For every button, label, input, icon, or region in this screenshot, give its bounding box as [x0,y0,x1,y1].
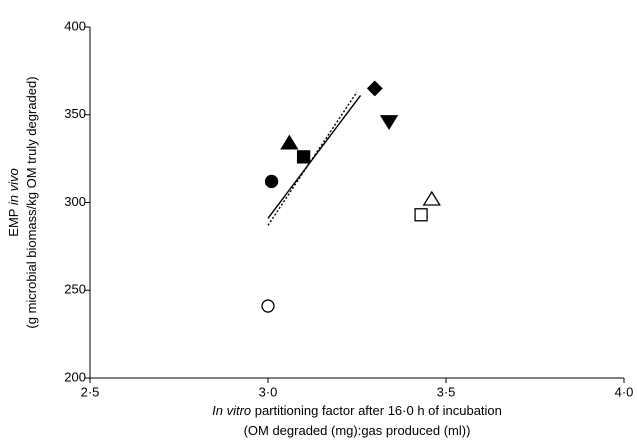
x-tick-label: 4·0 [615,384,634,399]
xlabel-segment: partitioning factor after 16·0 h of incu… [251,403,502,418]
ylabel-segment: EMP [6,205,21,237]
xlabel-line: In vitro partitioning factor after 16·0 … [212,403,502,418]
point-triangle-down [379,115,399,131]
fit-line [267,95,362,219]
x-tick-label: 2·5 [81,384,100,399]
xlabel-segment: (OM degraded (mg):gas produced (ml)) [244,423,471,438]
y-tick-label: 300 [64,194,86,209]
y-tick-label: 200 [64,369,86,384]
ylabel-line: EMP in vivo [6,168,21,236]
xlabel-segment: In vitro [212,403,251,418]
y-tick-label: 400 [64,18,86,33]
point-diamond [366,80,383,97]
point-circle [261,299,275,313]
fit-line [267,91,358,226]
y-tick-label: 350 [64,106,86,121]
point-triangle-up [422,190,441,206]
point-square [414,208,428,222]
point-square [296,150,311,164]
ylabel-line: (g microbial biomass/kg OM truly degrade… [24,76,39,328]
ylabel-segment: in vivo [6,168,21,205]
y-tick-label: 250 [64,282,86,297]
x-tick-label: 3·5 [437,384,456,399]
ylabel-segment: (g microbial biomass/kg OM truly degrade… [24,76,39,328]
xlabel-line: (OM degraded (mg):gas produced (ml)) [244,423,471,438]
x-tick-label: 3·0 [259,384,278,399]
point-circle [264,174,279,189]
point-triangle-up [280,134,299,150]
